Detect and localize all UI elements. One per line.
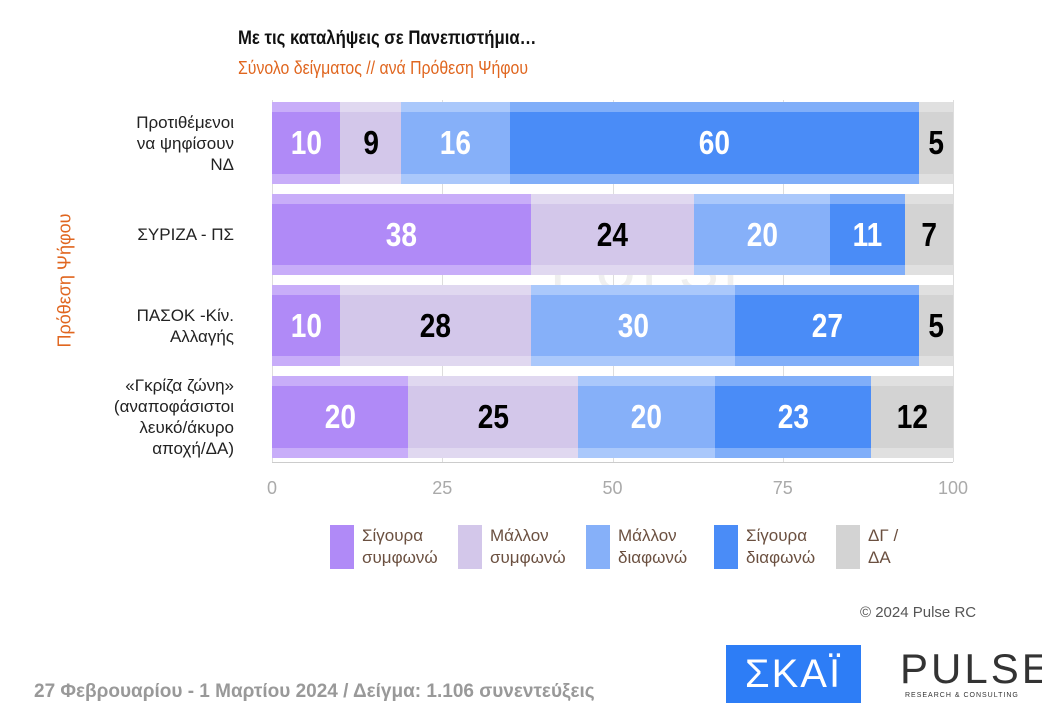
legend-item: Μάλλον συμφωνώ bbox=[458, 525, 566, 569]
legend-label-line: ΔΑ bbox=[868, 548, 891, 567]
legend-item: ΔΓ / ΔΑ bbox=[836, 525, 898, 569]
category-label-line: ΝΔ bbox=[210, 154, 234, 174]
category-label-line: αποχή/ΔΑ) bbox=[152, 439, 234, 458]
data-label: 11 bbox=[853, 215, 883, 253]
bar-segment: 10 bbox=[272, 102, 341, 184]
legend-label-line: συμφωνώ bbox=[362, 548, 438, 567]
bar-segment: 11 bbox=[830, 194, 906, 275]
skai-logo: ΣΚΑΪ bbox=[726, 645, 861, 703]
bar-segment: 27 bbox=[735, 285, 919, 366]
gridline bbox=[442, 100, 444, 462]
bar-segment: 20 bbox=[578, 376, 715, 458]
category-label-line: ΠΑΣΟΚ -Κίν. bbox=[136, 305, 234, 325]
data-label: 25 bbox=[477, 398, 509, 435]
bar-segment: 60 bbox=[510, 102, 919, 184]
category-label: ΠΑΣΟΚ -Κίν. Αλλαγής bbox=[137, 305, 234, 347]
chart-title: Με τις καταλήψεις σε Πανεπιστήμια… bbox=[238, 28, 537, 49]
data-label: 9 bbox=[362, 124, 379, 161]
bar-segment: 20 bbox=[272, 376, 409, 458]
x-tick-label: 25 bbox=[432, 478, 453, 498]
x-tick-label: 75 bbox=[772, 478, 793, 498]
data-label: 27 bbox=[811, 306, 843, 344]
category-label: «Γκρίζα ζώνη» (αναποφάσιστοι λευκό/άκυρο απ… bbox=[114, 375, 234, 459]
data-label: 10 bbox=[290, 124, 322, 161]
legend-swatch bbox=[586, 525, 610, 569]
data-label: 20 bbox=[746, 215, 778, 253]
legend-label: Μάλλον διαφωνώ bbox=[618, 525, 687, 569]
chart-subtitle: Σύνολο δείγματος // ανά Πρόθεση Ψήφου bbox=[238, 58, 529, 78]
data-label: 12 bbox=[896, 398, 928, 435]
data-label: 7 bbox=[921, 215, 937, 253]
data-label: 28 bbox=[419, 306, 452, 344]
pulse-logo: PULSE bbox=[900, 645, 1042, 692]
bar-segment: 7 bbox=[905, 194, 953, 275]
data-label: 10 bbox=[290, 306, 322, 344]
category-label-line: ΣΥΡΙΖΑ - ΠΣ bbox=[137, 225, 234, 244]
bar-segment: 12 bbox=[871, 376, 953, 458]
footer-note: 27 Φεβρουαρίου - 1 Μαρτίου 2024 / Δείγμα… bbox=[34, 681, 595, 702]
data-label: 5 bbox=[928, 124, 944, 161]
legend-label-line: συμφωνώ bbox=[490, 548, 566, 567]
legend-swatch bbox=[458, 525, 482, 569]
copyright: © 2024 Pulse RC bbox=[860, 604, 977, 621]
data-label: 20 bbox=[630, 398, 663, 435]
bar-segment: 9 bbox=[340, 102, 402, 184]
legend-label: ΔΓ / ΔΑ bbox=[868, 525, 898, 569]
category-label-line: (αναποφάσιστοι bbox=[113, 397, 234, 416]
legend-swatch bbox=[714, 525, 738, 569]
x-tick-label: 50 bbox=[602, 478, 623, 498]
gridline bbox=[782, 100, 784, 462]
legend-label-line: ΔΓ / bbox=[868, 526, 899, 545]
bar-segment: 10 bbox=[272, 285, 341, 366]
gridline bbox=[612, 100, 614, 462]
legend-label: Σίγουρα διαφωνώ bbox=[746, 525, 815, 569]
data-label: 60 bbox=[699, 124, 731, 161]
legend-label-line: Σίγουρα bbox=[362, 526, 424, 545]
data-label: 24 bbox=[596, 215, 629, 253]
legend-item: Σίγουρα συμφωνώ bbox=[330, 525, 438, 569]
y-axis-label: Πρόθεση Ψήφου bbox=[54, 213, 75, 348]
data-label: 38 bbox=[385, 215, 417, 253]
legend-label-line: διαφωνώ bbox=[618, 548, 688, 567]
legend-label-line: διαφωνώ bbox=[746, 548, 816, 567]
category-label: ΣΥΡΙΖΑ - ΠΣ bbox=[137, 224, 234, 245]
data-label: 20 bbox=[324, 398, 356, 435]
category-label-line: Προτιθέμενοι bbox=[136, 112, 234, 132]
category-label-line: «Γκρίζα ζώνη» bbox=[125, 376, 234, 395]
bar-segment: 5 bbox=[918, 285, 954, 366]
legend-label-line: Μάλλον bbox=[490, 526, 549, 545]
data-label: 5 bbox=[928, 306, 944, 344]
legend-item: Σίγουρα διαφωνώ bbox=[714, 525, 815, 569]
legend-label: Μάλλον συμφωνώ bbox=[490, 525, 566, 569]
gridline bbox=[272, 100, 273, 462]
x-tick-label: 100 bbox=[937, 478, 969, 498]
data-label: 23 bbox=[777, 398, 809, 435]
bar-segment: 20 bbox=[694, 194, 831, 275]
bar-segment: 23 bbox=[714, 376, 872, 458]
bar-segment: 24 bbox=[530, 194, 695, 275]
bar-segment: 38 bbox=[272, 194, 531, 275]
category-label-line: Αλλαγής bbox=[169, 326, 234, 346]
legend-swatch bbox=[836, 525, 860, 569]
legend-label-line: Σίγουρα bbox=[746, 526, 808, 545]
gridline bbox=[953, 100, 954, 462]
legend-label-line: Μάλλον bbox=[618, 526, 677, 545]
x-axis-line bbox=[272, 462, 953, 463]
data-label: 16 bbox=[440, 124, 472, 161]
bar-segment: 5 bbox=[918, 102, 954, 184]
bar-segment: 16 bbox=[401, 102, 511, 184]
legend-item: Μάλλον διαφωνώ bbox=[586, 525, 687, 569]
category-label-line: να ψηφίσουν bbox=[136, 133, 234, 153]
data-label: 30 bbox=[617, 306, 649, 344]
x-tick-label: 0 bbox=[266, 478, 278, 498]
bar-segment: 28 bbox=[340, 285, 531, 366]
bar-segment: 25 bbox=[408, 376, 579, 458]
bar-segment: 30 bbox=[530, 285, 736, 366]
pulse-logo-subtitle: RESEARCH & CONSULTING bbox=[905, 692, 1019, 699]
category-label-line: λευκό/άκυρο bbox=[139, 418, 234, 437]
legend-label: Σίγουρα συμφωνώ bbox=[362, 525, 438, 569]
category-label: Προτιθέμενοι να ψηφίσουν ΝΔ bbox=[136, 112, 234, 175]
legend-swatch bbox=[330, 525, 354, 569]
